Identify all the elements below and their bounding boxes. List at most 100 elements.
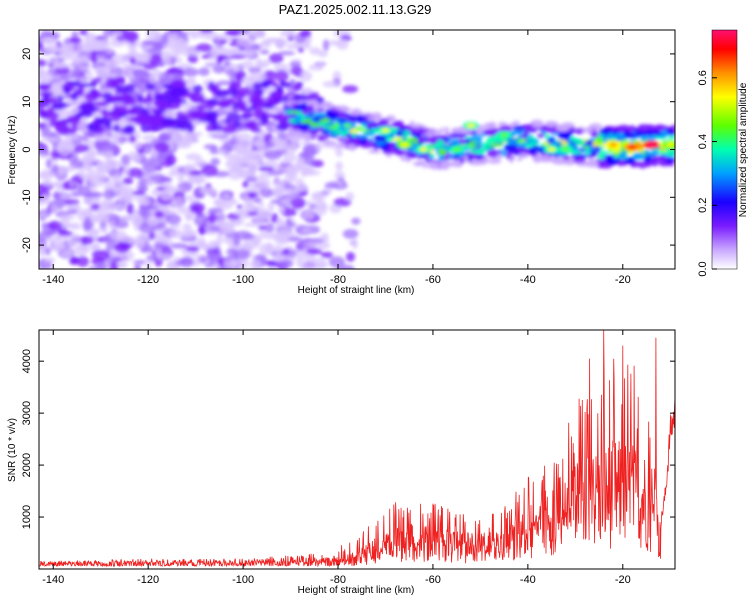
spectrogram-ridge-blob: [320, 101, 326, 109]
spectrogram-speckle: [116, 235, 135, 243]
spectrogram-ridge-blob: [363, 131, 375, 136]
spectrogram-speckle: [79, 30, 89, 36]
spectrogram-x-tick-label: -60: [425, 274, 441, 286]
spectrogram-speckle: [192, 84, 203, 94]
spectrogram-ridge-blob: [593, 146, 602, 151]
spectrogram-speckle: [264, 141, 275, 147]
spectrogram-ridge-blob: [503, 143, 518, 152]
spectrogram-speckle: [69, 257, 80, 265]
spectrogram-speckle: [170, 129, 183, 141]
spectrogram-speckle: [187, 123, 194, 133]
spectrogram-speckle: [269, 90, 283, 100]
spectrogram-ridge-blob: [285, 130, 296, 138]
colorbar-tick-label: 0.0: [697, 261, 709, 276]
spectrogram-speckle: [184, 195, 195, 201]
spectrogram-speckle: [114, 220, 129, 229]
spectrogram-speckle: [64, 86, 71, 95]
spectrogram-ridge-blob: [433, 129, 442, 136]
spectrogram-x-tick-label: -40: [520, 274, 536, 286]
spectrogram-ridge-blob: [356, 140, 361, 146]
spectrogram-speckle: [39, 71, 54, 84]
spectrogram-ridge-blob: [517, 139, 525, 144]
spectrogram-speckle: [167, 94, 181, 104]
spectrogram-speckle: [173, 257, 181, 262]
spectrogram-speckle: [317, 61, 324, 70]
spectrogram-y-ticks: -20 -10 0 10 20: [21, 48, 675, 253]
spectrogram-speckle: [39, 68, 43, 76]
spectrogram-ridge-blob: [671, 123, 675, 132]
spectrogram-ridge-blob: [643, 135, 657, 142]
spectrogram-x-tick-label: -20: [615, 274, 631, 286]
spectrogram-x-label: Height of straight line (km): [298, 285, 415, 296]
spectrogram-y-tick-label: 20: [21, 48, 33, 60]
spectrogram-speckle: [185, 246, 200, 252]
spectrogram-speckle: [234, 209, 249, 217]
spectrogram-speckle: [324, 182, 340, 189]
spectrogram-speckle: [216, 57, 223, 65]
spectrogram-ridge-blob: [628, 125, 637, 133]
spectrogram-speckle: [118, 136, 129, 143]
spectrogram-speckle: [283, 189, 302, 194]
spectrogram-speckle: [133, 265, 142, 269]
spectrogram-hotspot-core: [419, 147, 428, 152]
spectrogram-ridge-blob: [486, 136, 497, 144]
spectrogram-speckle: [174, 261, 187, 266]
spectrogram-speckle: [256, 138, 267, 151]
spectrogram-ridge-blob: [317, 134, 326, 142]
colorbar-ticks: 0.0 0.2 0.4 0.6: [697, 70, 717, 277]
spectrogram-speckle: [342, 228, 359, 239]
spectrogram-speckle: [252, 82, 265, 89]
spectrogram-speckle: [193, 173, 204, 186]
spectrogram-speckle: [345, 251, 356, 262]
spectrogram-ridge-blob: [524, 138, 534, 145]
spectrogram-speckle: [335, 147, 343, 157]
spectrogram-ridge-blob: [439, 154, 445, 160]
spectrogram-ridge-blob: [444, 126, 450, 133]
spectrogram-speckle: [335, 161, 344, 171]
spectrogram-hotspot-core: [500, 133, 509, 138]
spectrogram-ridge-blob: [349, 115, 355, 120]
spectrogram-speckle: [207, 212, 217, 224]
spectrogram-speckle: [196, 104, 207, 110]
snr-x-tick-label: -80: [330, 574, 346, 586]
spectrogram-speckle: [249, 258, 262, 269]
spectrogram-ridge-blob: [535, 154, 542, 159]
spectrogram-ridge-blob: [362, 124, 367, 129]
spectrogram-speckle: [286, 163, 302, 174]
spectrogram-ridge-blob: [449, 154, 454, 160]
spectrogram-ridge-blob: [509, 139, 517, 145]
spectrogram-ridge-blob: [400, 154, 409, 162]
spectrogram-speckle: [216, 231, 223, 243]
spectrogram-speckle: [312, 192, 328, 199]
spectrogram-speckle: [48, 220, 63, 231]
spectrogram-speckle: [73, 143, 90, 153]
spectrogram-ridge-blob: [392, 137, 403, 141]
spectrogram-speckle: [259, 114, 269, 125]
spectrogram-speckle: [336, 39, 349, 50]
spectrogram-speckle: [252, 215, 267, 223]
spectrogram-speckle: [71, 66, 82, 79]
spectrogram-speckle: [77, 120, 91, 132]
spectrogram-ridge-blob: [665, 149, 675, 156]
spectrogram-ridge-blob: [329, 140, 337, 145]
spectrogram-hotspot-core: [561, 147, 570, 152]
spectrogram-speckle: [46, 36, 56, 43]
spectrogram-speckle: [235, 156, 248, 166]
spectrogram-speckle: [299, 30, 312, 38]
spectrogram-speckle: [235, 258, 249, 269]
spectrogram-ridge-blob: [436, 139, 445, 145]
snr-x-tick-label: -100: [232, 574, 254, 586]
spectrogram-speckle: [258, 60, 265, 69]
spectrogram-ridge-blob: [512, 120, 521, 125]
spectrogram-ridge-blob: [484, 146, 493, 150]
spectrogram-speckle: [274, 69, 289, 82]
spectrogram-ridge-blob: [486, 150, 499, 158]
spectrogram-speckle: [251, 237, 262, 247]
spectrogram-speckle: [219, 46, 229, 53]
spectrogram-speckle: [303, 155, 315, 165]
spectrogram-speckle: [109, 112, 122, 122]
spectrogram-speckle: [127, 151, 139, 162]
spectrogram-speckle: [161, 118, 177, 126]
colorbar-tick-label: 0.6: [697, 70, 709, 85]
spectrogram-ridge-blob: [416, 160, 426, 165]
